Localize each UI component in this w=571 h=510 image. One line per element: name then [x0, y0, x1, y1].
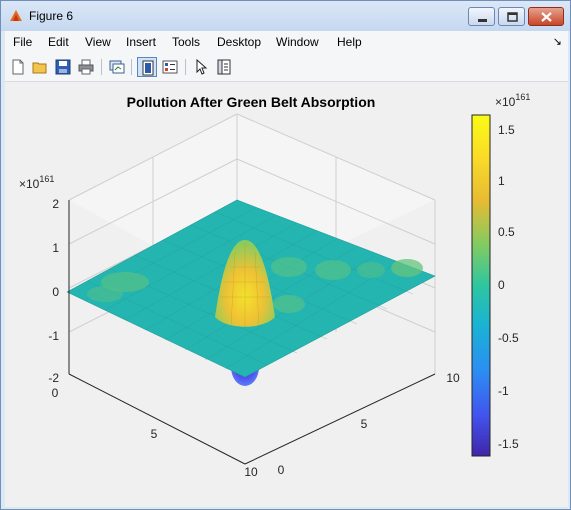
z-tick-label: 0	[52, 285, 59, 299]
svg-text:×10161: ×10161	[19, 174, 54, 191]
menu-file[interactable]: File	[13, 35, 33, 49]
matlab-icon	[10, 10, 22, 21]
z-exponent-base: ×10	[19, 177, 40, 191]
z-tick-label: -2	[48, 371, 59, 385]
maximize-icon	[507, 12, 518, 22]
z-axis-ticks: 2 1 0 -1 -2	[48, 197, 59, 385]
link-plot-button[interactable]	[107, 57, 127, 77]
surface-bump	[87, 286, 123, 302]
z-tick-label: 2	[52, 197, 59, 211]
edit-plot-button[interactable]	[191, 57, 211, 77]
menu-tools[interactable]: Tools	[172, 35, 201, 49]
surface-bump	[273, 295, 305, 313]
y-tick-label: 5	[361, 417, 368, 431]
surface-bump	[357, 262, 385, 278]
save-button[interactable]	[53, 57, 73, 77]
minimize-button[interactable]	[468, 7, 495, 26]
print-button[interactable]	[76, 57, 96, 77]
y-tick-label: 10	[446, 371, 460, 385]
y-tick-label: 0	[278, 463, 285, 477]
minimize-icon	[478, 19, 487, 22]
z-exponent: ×10161	[19, 174, 54, 191]
z-exponent-power: 161	[39, 174, 54, 184]
surface-plot[interactable]: Pollution After Green Belt Absorption	[5, 82, 568, 507]
new-figure-button[interactable]	[8, 57, 28, 77]
menu-overflow-arrow-icon[interactable]: ↘	[552, 36, 562, 48]
x-axis-ticks: 0 5 10	[52, 386, 258, 479]
colorbar-exponent: ×10161	[495, 92, 530, 109]
dock-figure-icon	[142, 60, 154, 76]
close-button[interactable]	[528, 7, 564, 26]
colorbar-tick-label: 1	[498, 174, 505, 188]
property-inspector-button[interactable]	[214, 57, 234, 77]
surface-bump	[271, 257, 307, 277]
toolbar-separator	[131, 59, 132, 75]
z-tick-label: -1	[48, 329, 59, 343]
colorbar-exponent-base: ×10	[495, 95, 516, 109]
open-file-icon	[32, 62, 47, 74]
menu-bar: File Edit View Insert Tools Desktop Wind…	[5, 31, 568, 53]
colorbar-tick-label: -1	[498, 384, 509, 398]
menu-insert[interactable]: Insert	[126, 35, 157, 49]
save-icon	[55, 59, 71, 75]
colorbar-ticks: 1.5 1 0.5 0 -0.5 -1 -1.5	[498, 123, 519, 451]
colorbar-exponent-power: 161	[515, 92, 530, 102]
link-plot-icon	[109, 60, 125, 74]
toolbar-separator	[185, 59, 186, 75]
colorbar-tick-label: 0.5	[498, 225, 515, 239]
menu-view[interactable]: View	[85, 35, 111, 49]
edit-plot-icon	[196, 59, 208, 75]
insert-colorbar-icon	[162, 60, 178, 74]
peak-mesh-lines	[220, 242, 270, 327]
toolbar-separator	[101, 59, 102, 75]
surface-bump	[315, 260, 351, 280]
z-tick-label: 1	[52, 241, 59, 255]
menu-desktop[interactable]: Desktop	[217, 35, 262, 49]
close-icon	[541, 12, 552, 22]
new-figure-icon	[12, 59, 24, 75]
property-inspector-icon	[217, 59, 231, 75]
menu-window[interactable]: Window	[276, 35, 319, 49]
figure-canvas[interactable]: Pollution After Green Belt Absorption	[5, 82, 568, 507]
x-tick-label: 5	[151, 427, 158, 441]
chart-title: Pollution After Green Belt Absorption	[127, 94, 376, 110]
colorbar[interactable]	[471, 114, 491, 457]
surface-bump	[391, 259, 423, 277]
x-tick-label: 10	[244, 465, 258, 479]
open-file-button[interactable]	[30, 57, 50, 77]
dock-figure-button[interactable]	[137, 57, 157, 77]
colorbar-tick-label: 1.5	[498, 123, 515, 137]
maximize-button[interactable]	[498, 7, 525, 26]
x-tick-label: 0	[52, 386, 59, 400]
y-axis-ticks: 0 5 10	[278, 371, 460, 477]
axis-lines	[68, 200, 436, 465]
print-icon	[78, 59, 94, 75]
menu-help[interactable]: Help	[337, 35, 362, 49]
toolbar	[5, 53, 568, 82]
svg-text:×10161: ×10161	[495, 92, 530, 109]
title-bar[interactable]: Figure 6	[1, 1, 570, 31]
window-title: Figure 6	[29, 9, 74, 23]
colorbar-tick-label: 0	[498, 278, 505, 292]
colorbar-tick-label: -0.5	[498, 331, 519, 345]
colorbar-tick-label: -1.5	[498, 437, 519, 451]
menu-edit[interactable]: Edit	[48, 35, 69, 49]
insert-colorbar-button[interactable]	[160, 57, 180, 77]
